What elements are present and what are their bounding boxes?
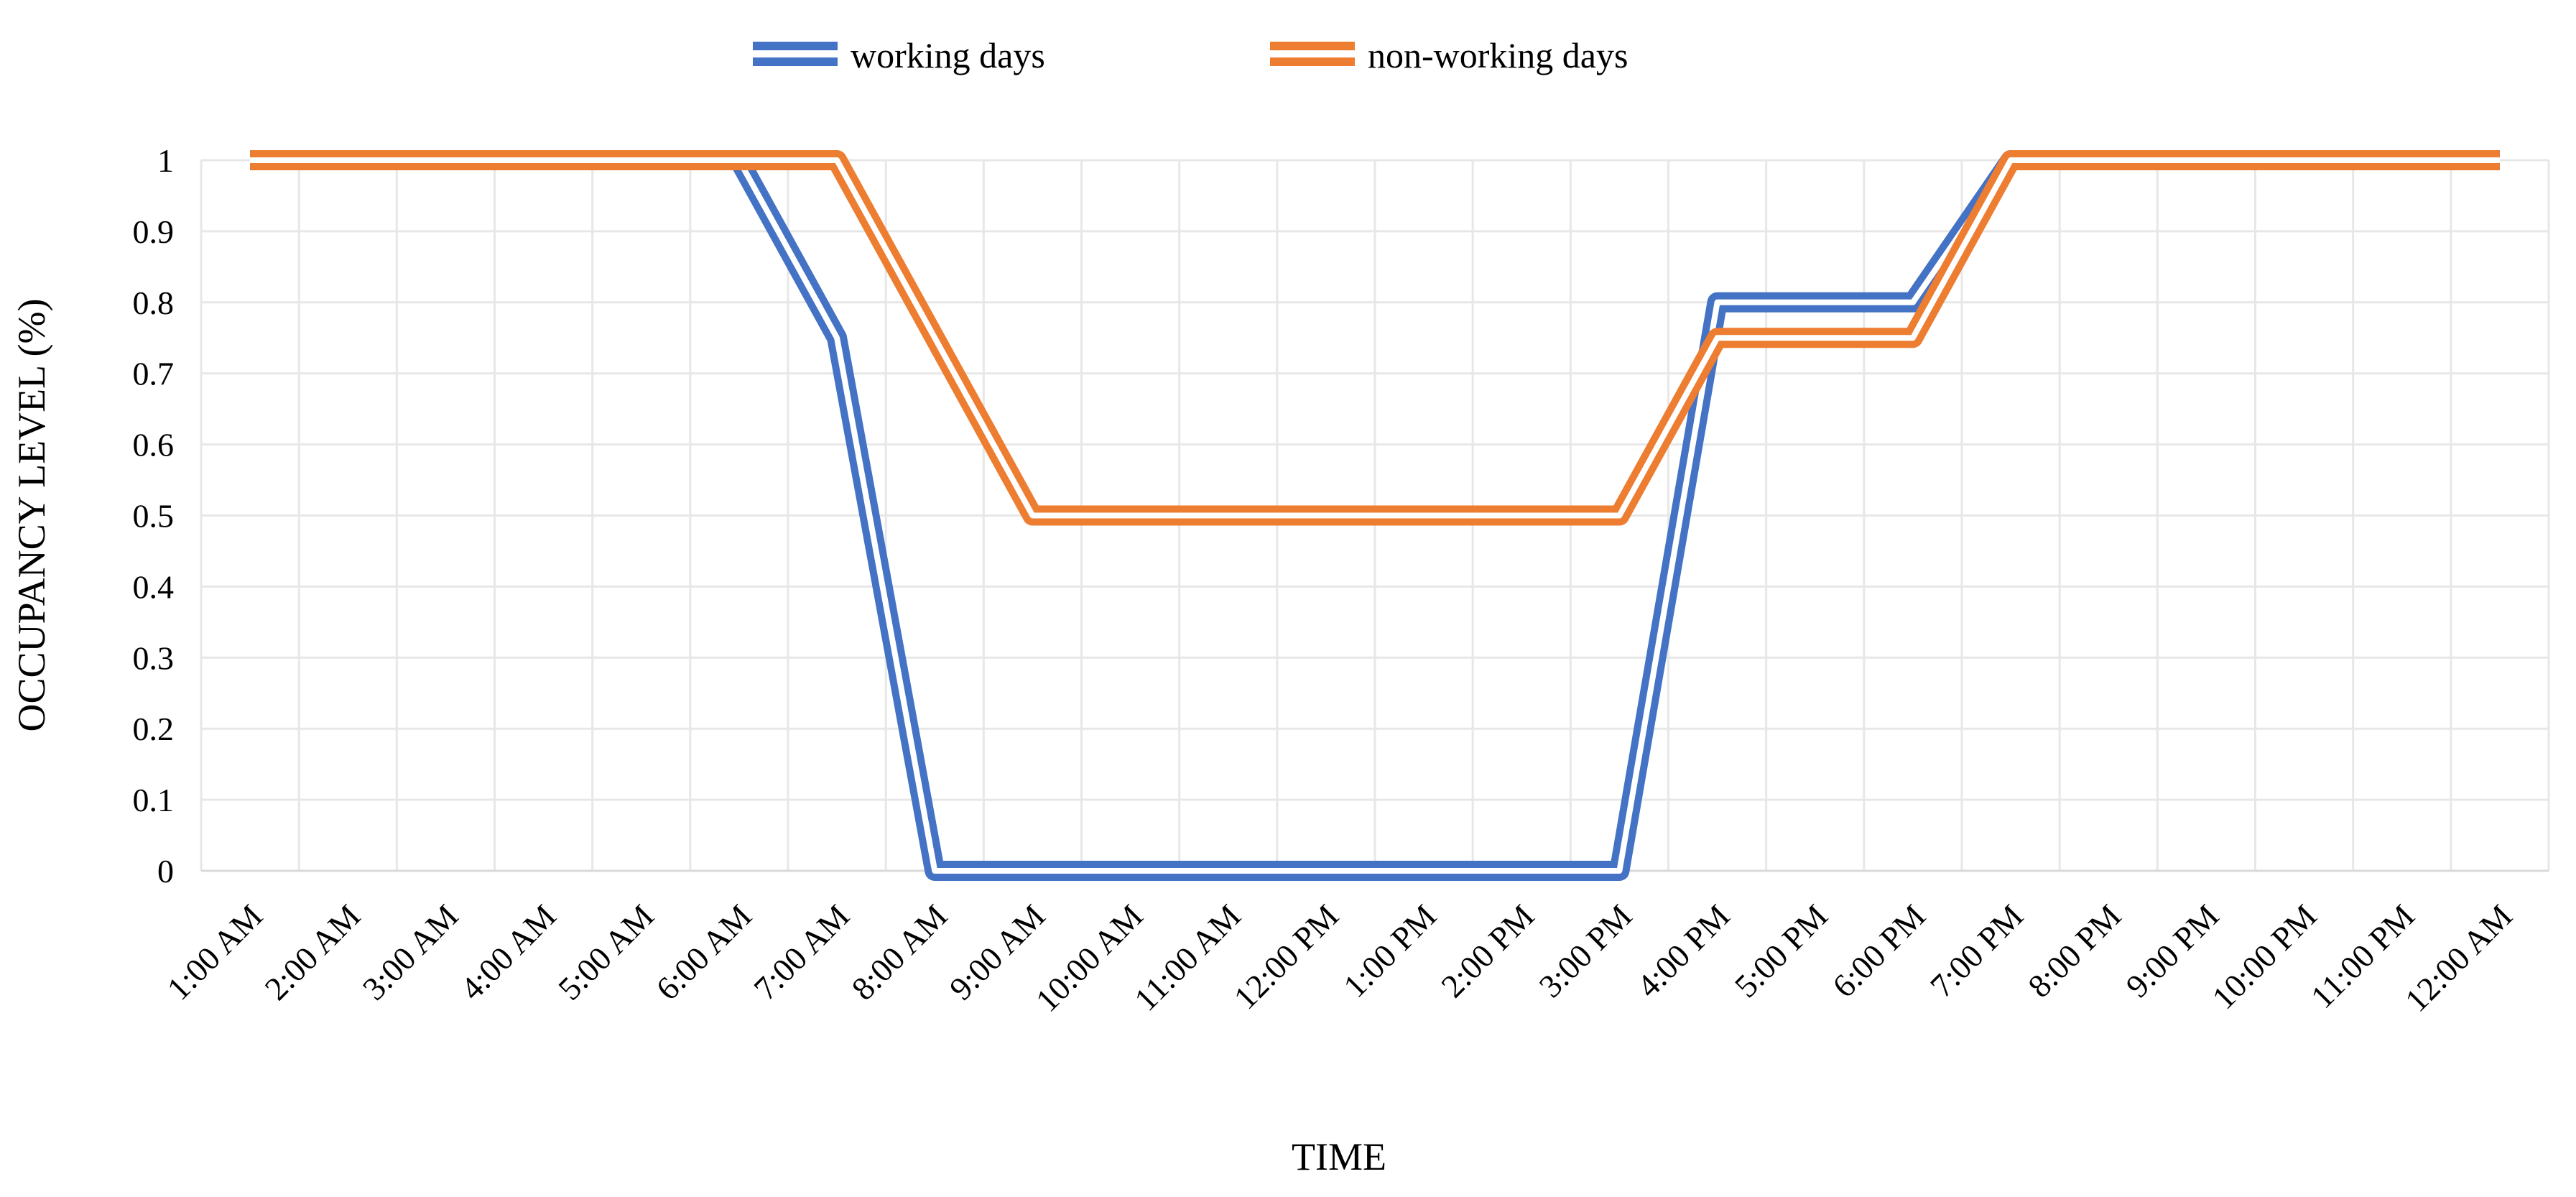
series-line-stripe-non-working-days — [250, 157, 2500, 519]
y-tick-labels: 0 0.1 0.2 0.3 0.4 0.5 0.6 0.7 0.8 0.9 1 — [133, 142, 175, 889]
y-tick-label: 0.8 — [133, 285, 175, 321]
legend-marker-line-icon — [753, 57, 838, 66]
x-tick-label: 8:00 AM — [845, 897, 955, 1007]
x-tick-label: 6:00 PM — [1825, 897, 1932, 1004]
y-tick-label: 0.1 — [133, 782, 175, 818]
legend-marker-line-icon — [1270, 42, 1355, 50]
x-axis-title: TIME — [1292, 1135, 1386, 1178]
x-tick-label: 3:00 AM — [356, 897, 465, 1007]
y-tick-label: 0.4 — [133, 568, 175, 605]
series-lines — [250, 150, 2500, 881]
legend-item-working-days: working days — [753, 35, 1045, 75]
x-tick-label: 11:00 AM — [1127, 897, 1248, 1018]
y-tick-label: 0 — [157, 853, 174, 889]
x-tick-label: 5:00 AM — [551, 897, 661, 1007]
legend: working days non-working days — [753, 35, 1628, 75]
x-tick-labels: 1:00 AM2:00 AM3:00 AM4:00 AM5:00 AM6:00 … — [160, 897, 2519, 1019]
legend-label: non-working days — [1368, 35, 1628, 75]
y-tick-label: 0.2 — [133, 711, 175, 747]
legend-label: working days — [851, 35, 1045, 75]
legend-marker-line-icon — [753, 42, 838, 50]
x-tick-label: 8:00 PM — [2021, 897, 2128, 1004]
y-tick-label: 0.6 — [133, 427, 175, 463]
x-tick-label: 12:00 AM — [2398, 897, 2519, 1019]
x-tick-label: 10:00 PM — [2205, 897, 2323, 1016]
x-tick-label: 4:00 AM — [453, 897, 563, 1007]
y-tick-label: 0.5 — [133, 498, 175, 535]
x-tick-label: 7:00 AM — [747, 897, 857, 1007]
x-tick-label: 2:00 AM — [258, 897, 368, 1007]
x-tick-label: 1:00 PM — [1336, 897, 1443, 1004]
x-tick-label: 5:00 PM — [1728, 897, 1835, 1004]
y-axis-title: OCCUPANCY LEVEL (%) — [10, 299, 53, 732]
legend-marker-line-icon — [1270, 57, 1355, 66]
x-tick-label: 3:00 PM — [1532, 897, 1639, 1004]
x-tick-label: 7:00 PM — [1923, 897, 2030, 1004]
x-tick-label: 2:00 PM — [1434, 897, 1541, 1004]
x-tick-label: 12:00 PM — [1227, 897, 1345, 1016]
y-tick-label: 1 — [157, 142, 174, 179]
y-tick-label: 0.3 — [133, 639, 175, 676]
legend-item-non-working-days: non-working days — [1270, 35, 1628, 75]
x-tick-label: 10:00 AM — [1029, 897, 1150, 1019]
x-tick-label: 1:00 AM — [160, 897, 270, 1007]
y-tick-label: 0.9 — [133, 213, 175, 250]
x-tick-label: 6:00 AM — [649, 897, 759, 1007]
y-tick-label: 0.7 — [133, 356, 175, 392]
x-tick-label: 4:00 PM — [1630, 897, 1737, 1004]
